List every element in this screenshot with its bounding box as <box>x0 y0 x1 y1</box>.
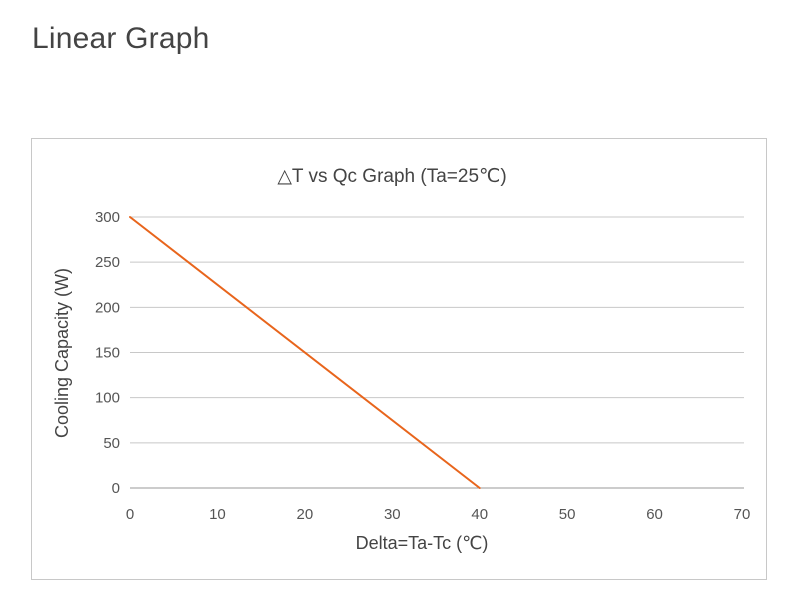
y-tick-label: 50 <box>103 435 120 452</box>
x-tick-label: 20 <box>297 506 314 523</box>
x-tick-label: 0 <box>126 506 134 523</box>
x-axis-label: Delta=Ta-Tc (℃) <box>356 533 489 553</box>
y-axis-label: Cooling Capacity (W) <box>52 268 72 438</box>
y-tick-label: 150 <box>95 345 120 362</box>
x-tick-labels: 0 10 20 30 40 50 60 70 <box>126 506 751 523</box>
x-tick-label: 10 <box>209 506 226 523</box>
y-tick-label: 250 <box>95 254 120 271</box>
grid-lines <box>130 216 744 489</box>
chart-svg: △T vs Qc Graph (Ta=25℃) 0501001502002503… <box>52 166 751 553</box>
x-tick-label: 30 <box>384 506 401 523</box>
y-tick-label: 0 <box>112 480 120 497</box>
series-line-0 <box>129 216 481 489</box>
chart-title: △T vs Qc Graph (Ta=25℃) <box>277 166 506 187</box>
y-tick-label: 300 <box>95 209 120 226</box>
chart-frame: △T vs Qc Graph (Ta=25℃) 0 50 100 150 200 250 3… <box>31 138 767 580</box>
y-tick-label: 100 <box>95 390 120 407</box>
page-heading: Linear Graph <box>32 22 210 55</box>
x-tick-label: 70 <box>734 506 751 523</box>
x-tick-label: 60 <box>646 506 663 523</box>
x-tick-label: 40 <box>471 506 488 523</box>
x-tick-label: 50 <box>559 506 576 523</box>
y-tick-label: 200 <box>95 299 120 316</box>
series-lines <box>129 216 481 489</box>
y-tick-labels: 0 50 100 150 200 250 300 <box>95 209 120 497</box>
